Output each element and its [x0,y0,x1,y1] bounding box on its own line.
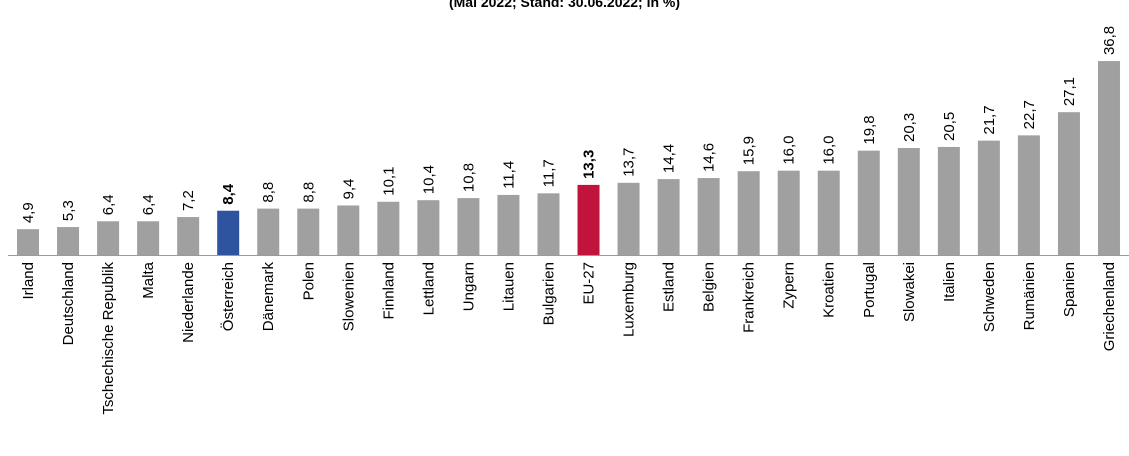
bar [137,221,160,255]
value-label: 9,4 [340,179,357,200]
bar [297,208,320,255]
value-label: 10,8 [460,163,477,192]
bar [417,200,440,255]
category-label: Dänemark [260,262,277,332]
category-label: Zypern [781,262,798,309]
category-label: Luxemburg [621,262,638,337]
bar [17,229,40,255]
bar [657,179,680,255]
value-label: 5,3 [60,200,77,221]
category-label: Lettland [420,262,437,315]
bar [497,194,520,255]
category-label: Irland [20,262,37,300]
bar [1097,61,1120,256]
value-label: 15,9 [741,136,758,165]
bar [457,198,480,255]
bar [1057,112,1080,255]
value-label: 13,3 [581,150,598,179]
value-label: 6,4 [100,194,117,215]
value-label: 8,8 [260,182,277,203]
value-label: 7,2 [180,190,197,211]
category-label: Portugal [861,262,878,318]
category-label: Deutschland [60,262,77,345]
chart-subtitle: (Mai 2022; Stand: 30.06.2022; in %) [448,0,681,10]
category-label: Österreich [219,262,237,331]
bar [177,217,200,255]
category-label: Schweden [981,262,998,332]
value-label: 14,4 [661,144,678,173]
value-label: 14,6 [701,143,718,172]
bar [537,193,560,255]
value-label: 16,0 [821,135,838,164]
category-label: Tschechische Republik [100,262,117,415]
value-label: 22,7 [1021,100,1038,129]
category-label: Italien [941,262,958,302]
category-label: Estland [661,262,678,312]
bar [977,140,1000,255]
bar [817,170,840,255]
category-label: Slowakei [901,262,918,322]
category-label: Rumänien [1021,262,1038,330]
value-label: 8,8 [300,182,317,203]
bar [337,205,360,255]
value-label: 10,4 [420,165,437,194]
value-label: 21,7 [981,105,998,134]
bar [577,184,600,255]
category-label: Niederlande [180,262,197,343]
value-label: 4,9 [20,202,37,223]
bar [697,178,720,255]
category-label: Finnland [380,262,397,320]
category-label: Kroatien [821,262,838,318]
bar [937,146,960,255]
category-label: Slowenien [340,262,357,331]
value-label: 19,8 [861,115,878,144]
bar [897,148,920,255]
value-label: 10,1 [380,167,397,196]
value-label: 11,4 [500,161,517,189]
value-label: 20,3 [901,113,918,142]
bar [617,182,640,255]
bar [777,170,800,255]
value-label: 11,7 [540,159,557,187]
value-label: 13,7 [621,148,638,177]
bar [97,221,120,255]
category-label: Bulgarien [540,262,557,325]
category-label: Frankreich [741,262,758,333]
category-label: Litauen [500,262,517,311]
value-label: 27,1 [1061,77,1078,106]
value-label: 20,5 [941,112,958,141]
category-label: Malta [140,261,157,298]
bar [857,150,880,255]
value-label: 16,0 [781,135,798,164]
category-label: Belgien [701,262,718,312]
category-label: Griechenland [1101,262,1118,351]
bar [737,171,760,255]
category-label: EU-27 [581,262,598,305]
value-label: 6,4 [140,194,157,215]
category-label: Polen [300,262,317,300]
value-label: 8,4 [220,183,237,205]
bar [57,227,80,255]
bar [257,208,280,255]
category-label: Spanien [1061,262,1078,317]
bar [1017,135,1040,255]
bar [377,201,400,255]
value-label: 36,8 [1101,26,1118,55]
bar [217,210,240,255]
category-label: Ungarn [460,262,477,311]
